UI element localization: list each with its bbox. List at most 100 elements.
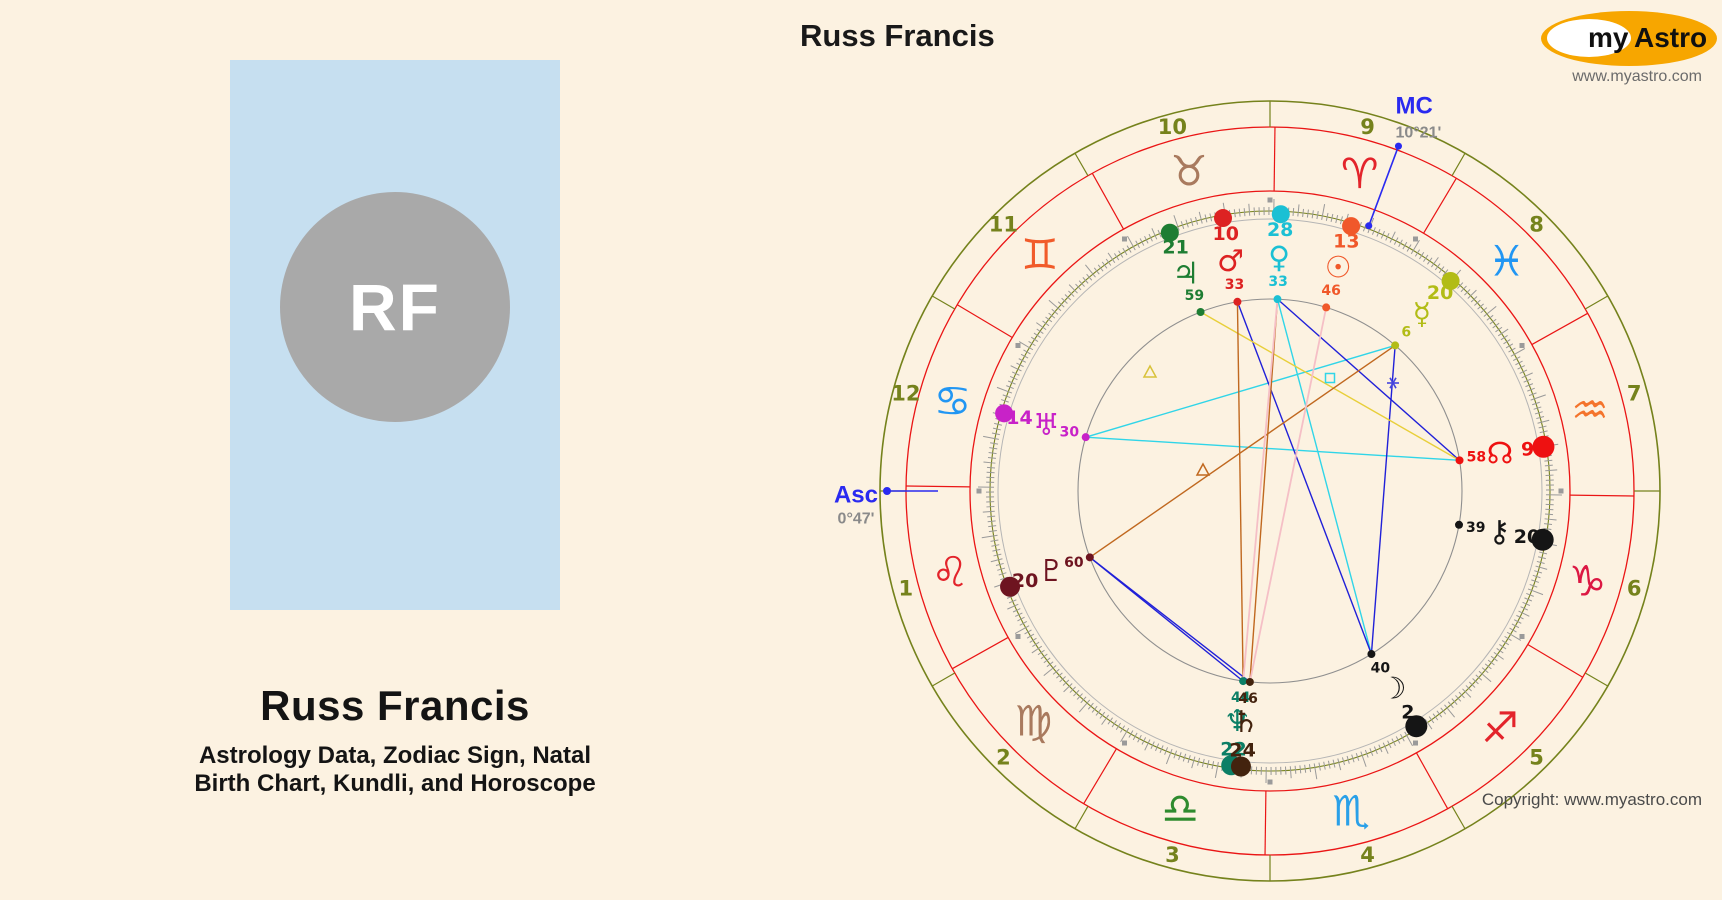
profile-subtitle-line1: Astrology Data, Zodiac Sign, Natal: [198, 742, 592, 769]
aspect-hub-circle: [1077, 298, 1463, 684]
cusp-marker-squares: [976, 197, 1564, 785]
sign-glyph-scorpio: ♏: [1332, 786, 1370, 835]
sign-glyph-gemini: ♊: [1021, 230, 1059, 279]
aspect-line-saturn-venus: [1249, 299, 1279, 682]
aspect-line-jupiter-north-node: [1200, 311, 1460, 461]
planet-hub-dot-saturn: [1245, 677, 1254, 686]
planet-minute-venus: 33: [1268, 274, 1287, 290]
planet-dot-pluto: [1000, 576, 1021, 597]
house-cusp-line: [1074, 805, 1089, 830]
logo-white-ellipse: [1547, 19, 1631, 57]
planet-degree-jupiter: 21: [1162, 237, 1188, 259]
planet-hub-dot-mars: [1233, 297, 1242, 306]
ascendant-marker: Asc 0°47': [834, 482, 938, 528]
planet-hub-dot-uranus: [1081, 433, 1090, 442]
planet-minute-neptune: 44: [1231, 690, 1251, 706]
planet-minute-north-node: 58: [1467, 450, 1486, 466]
sign-boundary-line: [1273, 127, 1276, 192]
planet-minute-pluto: 60: [1064, 555, 1084, 571]
sign-boundary-line: [1415, 752, 1449, 809]
planet-minute-chiron: 39: [1466, 520, 1485, 536]
planet-glyph-mercury: ☿: [1413, 297, 1431, 332]
house-cusp-line: [931, 295, 956, 310]
planet-dot-sun: [1342, 217, 1361, 236]
mc-outer-dot: [1394, 142, 1402, 150]
aspect-square-marker: [1324, 372, 1336, 384]
sign-glyphs: ♈ ♉ ♊ ♋ ♌ ♍ ♎ ♏ ♐ ♑ ♒ ♓: [931, 147, 1608, 836]
sign-glyph-sagittarius: ♐: [1481, 703, 1519, 752]
planet-dot-mars: [1214, 209, 1233, 228]
planet-minute-jupiter: 59: [1185, 288, 1204, 304]
planet-minute-sun: 46: [1321, 283, 1340, 299]
planet-dot-mercury: [1441, 271, 1460, 290]
aspect-line-uranus-mercury: [1085, 344, 1396, 438]
cusp-square: [1015, 634, 1021, 639]
planet-glyph-saturn: ♄: [1232, 705, 1259, 740]
house-cusp-line: [1584, 672, 1609, 687]
planet-dot-north-node: [1532, 435, 1555, 458]
planet-degree-uranus: 14: [1006, 407, 1032, 429]
house-cusp-line: [931, 672, 956, 687]
sign-glyph-virgo: ♍: [1015, 697, 1053, 746]
planet-hub-dot-moon: [1367, 650, 1376, 659]
house-cusp-line: [1584, 295, 1609, 310]
planet-degree-sun: 13: [1333, 230, 1359, 252]
planet-hub-dot-north-node: [1455, 456, 1464, 465]
copyright-text: Copyright: www.myastro.com: [1481, 790, 1702, 809]
planet-dot-moon: [1405, 715, 1428, 738]
sign-glyph-taurus: ♉: [1170, 147, 1208, 196]
tick-ring-inner-circle: [997, 218, 1543, 764]
planet-dot-chiron: [1531, 528, 1554, 551]
planet-hub-dot-jupiter: [1196, 307, 1205, 316]
house-number-9: 9: [1360, 115, 1375, 139]
aspect-line-venus-north-node: [1277, 298, 1461, 461]
profile-subtitle-line2: Birth Chart, Kundli, and Horoscope: [194, 770, 596, 797]
cusp-square: [1558, 488, 1564, 494]
planet-glyph-sun: ☉: [1325, 251, 1352, 286]
profile-name: Russ Francis: [260, 682, 530, 729]
planet-hub-dot-venus: [1273, 295, 1282, 304]
planet-degree-mars: 10: [1212, 223, 1238, 245]
aspect-line-mercury-moon: [1370, 345, 1396, 655]
house-cusp-line: [1451, 152, 1466, 177]
asc-label: Asc: [834, 482, 878, 509]
planet-minute-mercury: 6: [1401, 325, 1411, 341]
sign-glyph-pisces: ♓: [1488, 236, 1526, 285]
aspect-asterisk-marker: [1389, 377, 1397, 389]
planet-degree-saturn: 24: [1229, 740, 1255, 762]
mc-degree-label: 10°21': [1395, 125, 1441, 142]
planet-degree-neptune: 22: [1220, 738, 1246, 760]
aspect-line-mars-moon: [1236, 301, 1373, 655]
aspect-triangle-marker: [1142, 364, 1158, 378]
planet-dot-venus: [1271, 205, 1290, 224]
sign-ring-inner-circle: [969, 190, 1571, 792]
planet-degree-chiron: 20: [1514, 526, 1540, 548]
sign-boundary-line: [1423, 177, 1457, 234]
cusp-square: [976, 488, 982, 494]
sign-glyph-leo: ♌: [931, 548, 969, 597]
planet-glyph-venus: ♀: [1268, 241, 1290, 276]
house-number-4: 4: [1360, 843, 1375, 867]
aspect-line-saturn-sun: [1248, 307, 1328, 683]
sign-boundary-line: [1264, 790, 1267, 855]
logo-url[interactable]: www.myastro.com: [1572, 68, 1702, 85]
asc-dot: [883, 487, 891, 495]
planet-glyph-pluto: ♇: [1038, 554, 1065, 589]
sign-boundary-line: [952, 636, 1009, 670]
planet-degree-pluto: 20: [1012, 570, 1038, 592]
planet-glyph-neptune: ♆: [1224, 704, 1251, 739]
planet-hub-dot-neptune: [1239, 677, 1248, 686]
sign-boundary-lines: [906, 127, 1634, 855]
sign-glyph-cancer: ♋: [934, 377, 972, 426]
sign-glyph-capricorn: ♑: [1569, 556, 1607, 605]
planet-degree-mercury: 20: [1427, 282, 1453, 304]
aspect-line-venus-moon: [1276, 298, 1373, 655]
mc-line: [1368, 145, 1400, 227]
sign-boundary-line: [956, 304, 1013, 338]
planet-glyph-mars: ♂: [1217, 244, 1244, 279]
house-number-1: 1: [899, 577, 914, 601]
house-number-2: 2: [996, 746, 1011, 770]
house-number-5: 5: [1529, 746, 1544, 770]
sign-glyph-aries: ♈: [1341, 149, 1379, 198]
